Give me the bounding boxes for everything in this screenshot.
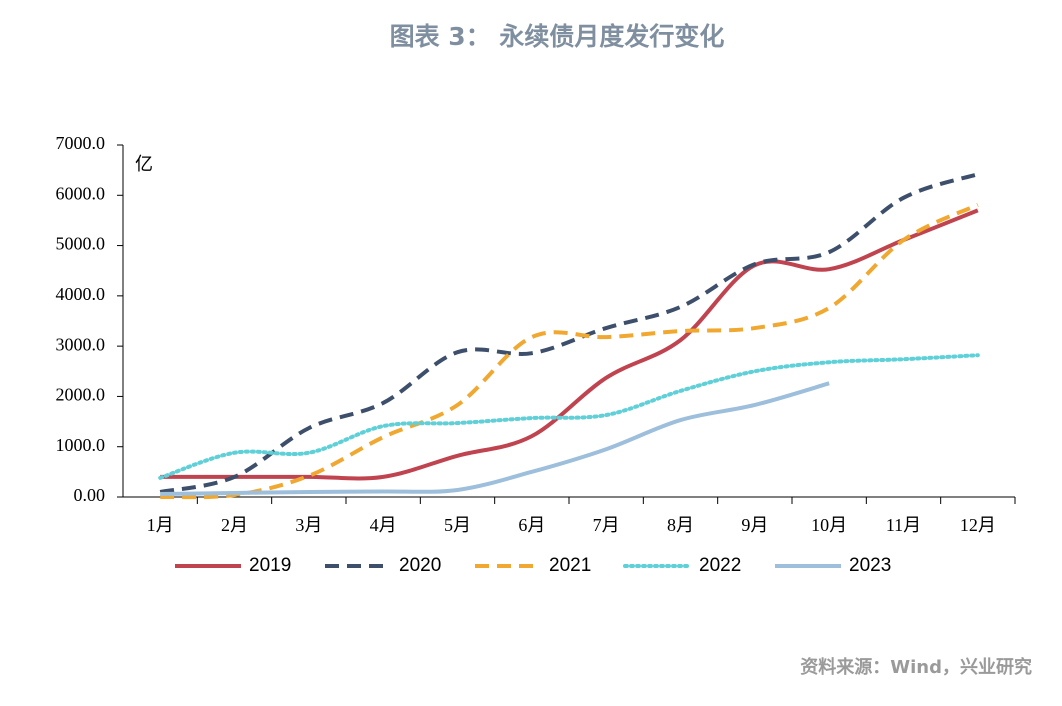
y-tick-label: 3000.0 <box>56 334 106 354</box>
legend-label: 2021 <box>549 555 591 576</box>
x-tick-label: 3月 <box>295 515 322 535</box>
line-series <box>159 172 979 494</box>
y-tick-label: 1000.0 <box>56 435 106 455</box>
chart-title: 图表 3： 永续债月度发行变化 <box>390 22 725 51</box>
y-tick-label: 4000.0 <box>56 284 106 304</box>
line-series <box>160 203 979 500</box>
line-series <box>158 353 980 480</box>
x-tick-label: 11月 <box>886 515 921 535</box>
x-tick-label: 10月 <box>811 515 847 535</box>
x-tick-label: 9月 <box>741 515 768 535</box>
y-tick-label: 6000.0 <box>56 183 106 203</box>
legend-label: 2019 <box>249 555 291 576</box>
x-tick-label: 7月 <box>593 515 620 535</box>
x-tick-label: 12月 <box>960 515 996 535</box>
x-tick-label: 5月 <box>444 515 471 535</box>
y-tick-label: 5000.0 <box>56 234 106 254</box>
legend-label: 2022 <box>699 555 741 576</box>
y-tick-label: 7000.0 <box>56 133 106 153</box>
x-tick-label: 8月 <box>667 515 694 535</box>
legend-label: 2020 <box>399 555 441 576</box>
line-series <box>160 208 979 481</box>
legend-label: 2023 <box>849 555 891 576</box>
x-tick-label: 6月 <box>518 515 545 535</box>
y-unit: 亿 <box>135 154 153 174</box>
line-series <box>160 381 830 496</box>
y-tick-label: 0.00 <box>74 485 106 505</box>
x-tick-label: 4月 <box>370 515 397 535</box>
y-tick-label: 2000.0 <box>56 385 106 405</box>
x-tick-label: 1月 <box>147 515 174 535</box>
source: 资料来源：Wind，兴业研究 <box>800 656 1032 678</box>
x-tick-label: 2月 <box>221 515 248 535</box>
